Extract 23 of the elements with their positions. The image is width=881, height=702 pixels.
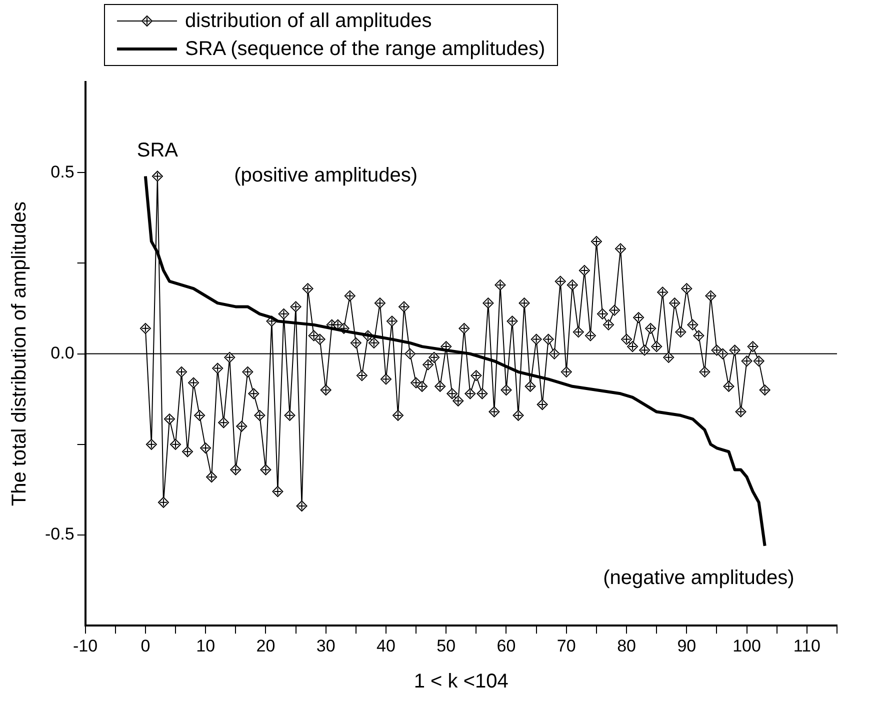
x-tick-label: 110 [793,636,820,656]
y-tick-label: 0.5 [50,162,74,182]
x-tick-label: 30 [316,636,336,656]
x-tick-label: 10 [196,636,216,656]
annotation: (positive amplitudes) [234,164,418,187]
annotation: (negative amplitudes) [603,566,794,589]
x-tick-label: 100 [732,636,761,656]
x-axis-title: 1 < k <104 [414,670,508,693]
x-tick-label: 90 [677,636,696,656]
legend-label: SRA (sequence of the range amplitudes) [185,37,546,62]
x-tick-label: 80 [617,636,636,656]
x-tick-label: 0 [140,636,150,656]
x-tick-label: 70 [556,636,576,656]
x-tick-label: 40 [376,636,396,656]
x-tick-label: 60 [496,636,516,656]
x-tick-label: -10 [73,636,98,656]
y-axis-title: The total distribution of amplitudes [8,201,31,506]
annotation: SRA [136,140,179,162]
legend-label: distribution of all amplitudes [185,9,432,34]
y-tick-label: 0.0 [50,343,74,362]
x-tick-label: 20 [256,636,276,656]
x-tick-label: 50 [436,636,456,656]
y-tick-label: -0.5 [44,524,74,544]
